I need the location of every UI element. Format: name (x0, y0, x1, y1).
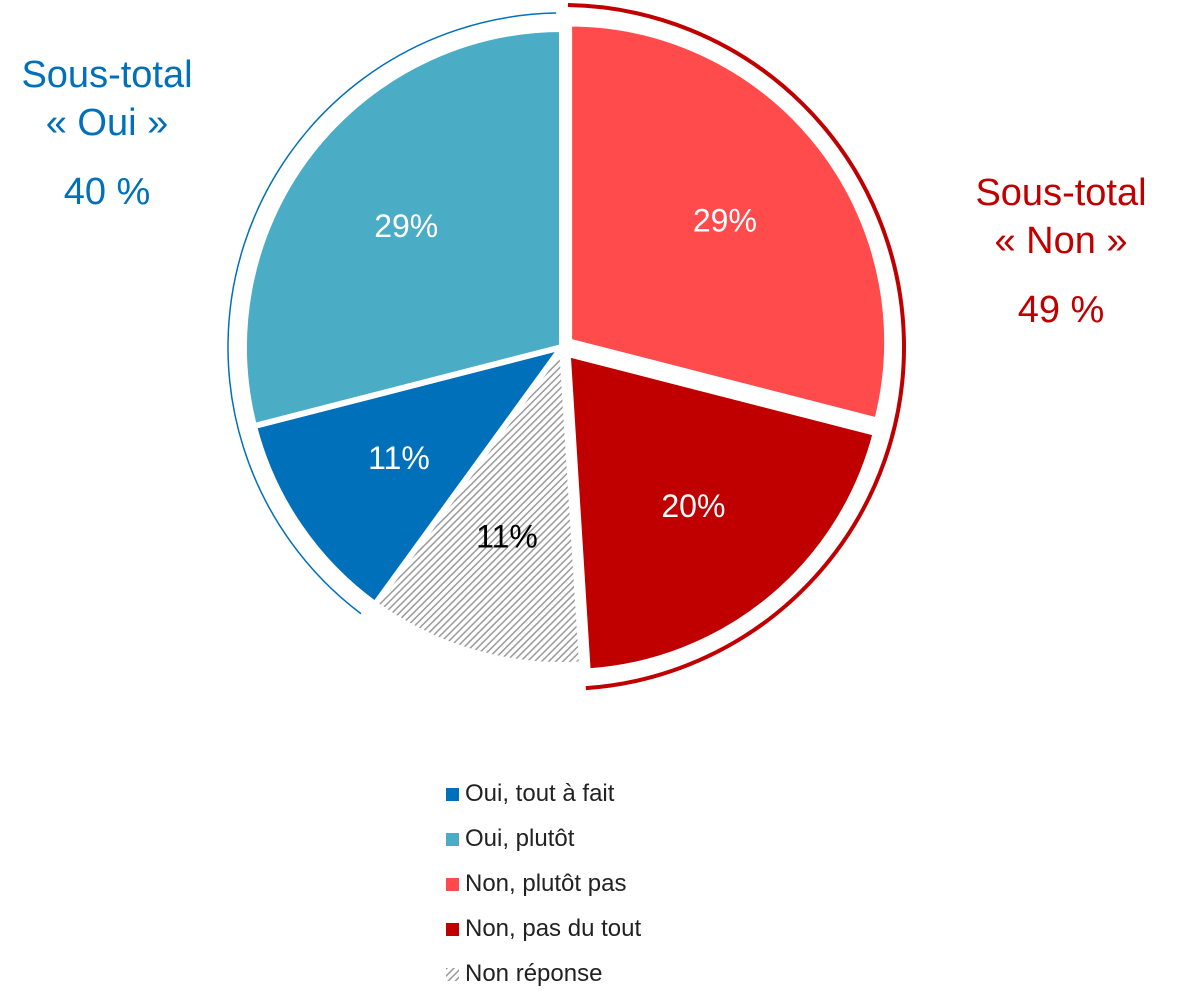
legend-label-non-plutot-pas: Non, plutôt pas (465, 870, 627, 897)
subtotal-oui: Sous-total « Oui » 40 % (0, 52, 214, 217)
pie-chart: 29% 20% 11% 11% 29% (227, 3, 906, 691)
legend-item-oui-plutot: Oui, plutôt (446, 820, 641, 858)
legend-swatch-oui-plutot (446, 832, 459, 846)
legend-swatch-non-pas-du-tout (446, 922, 459, 936)
subtotal-oui-value: 40 % (63, 171, 151, 213)
subtotal-non-value: 49 % (1017, 289, 1105, 331)
oui-bracket-arc (227, 12, 557, 615)
data-label-non-reponse: 11% (476, 518, 538, 554)
legend-item-non-pas-du-tout: Non, pas du tout (446, 910, 641, 948)
data-label-oui-tout-a-fait: 11% (368, 440, 430, 476)
legend-swatch-oui-tout-a-fait (446, 787, 459, 801)
subtotal-non-label: « Non » (994, 219, 1128, 262)
subtotal-non: Sous-total « Non » 49 % (945, 170, 1177, 335)
pie-slice-non-pas-du-tout (564, 350, 879, 675)
legend-label-oui-tout-a-fait: Oui, tout à fait (465, 780, 615, 807)
legend-swatch-non-reponse (446, 967, 459, 981)
legend-swatch-non-plutot-pas (446, 877, 459, 891)
pie-slice-oui-plutot (241, 26, 565, 430)
data-label-oui-plutot: 29% (374, 208, 438, 244)
legend-item-oui-tout-a-fait: Oui, tout à fait (446, 775, 641, 813)
legend-label-oui-plutot: Oui, plutôt (465, 825, 575, 852)
pie-slice-non-reponse (372, 344, 585, 668)
data-label-non-pas-du-tout: 20% (661, 488, 725, 524)
subtotal-non-title: Sous-total (975, 172, 1147, 214)
legend-item-non-reponse: Non réponse (446, 955, 641, 993)
data-label-non-plutot-pas: 29% (693, 203, 757, 239)
legend-item-non-plutot-pas: Non, plutôt pas (446, 865, 641, 903)
subtotal-oui-title: Sous-total (21, 54, 193, 96)
legend-label-non-reponse: Non réponse (465, 960, 603, 987)
chart-legend: Oui, tout à fait Oui, plutôt Non, plutôt… (446, 775, 641, 1000)
legend-label-non-pas-du-tout: Non, pas du tout (465, 915, 642, 942)
pie-slice-oui-tout-a-fait (250, 344, 565, 608)
subtotal-oui-label: « Oui » (45, 101, 169, 144)
pie-slice-non-plutot-pas (566, 20, 891, 424)
non-bracket-arc (567, 3, 906, 691)
